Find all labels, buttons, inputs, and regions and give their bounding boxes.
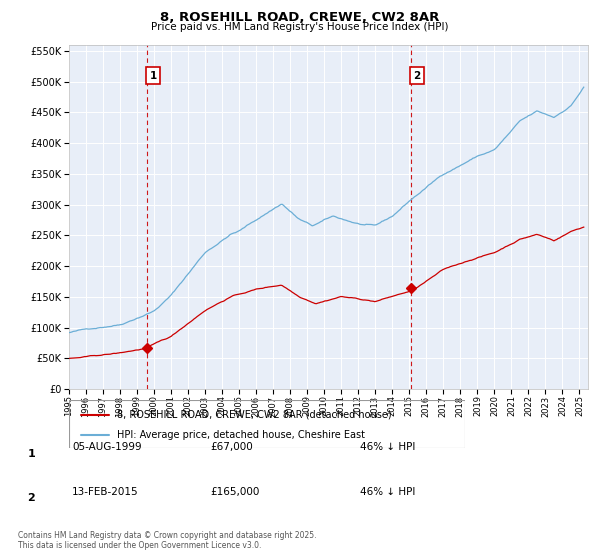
Text: Contains HM Land Registry data © Crown copyright and database right 2025.
This d: Contains HM Land Registry data © Crown c… [18,530,317,550]
Text: 8, ROSEHILL ROAD, CREWE, CW2 8AR: 8, ROSEHILL ROAD, CREWE, CW2 8AR [160,11,440,24]
Text: £67,000: £67,000 [210,442,253,452]
Text: 2: 2 [413,71,421,81]
Text: 05-AUG-1999: 05-AUG-1999 [72,442,142,452]
Text: 13-FEB-2015: 13-FEB-2015 [72,487,139,497]
Text: 8, ROSEHILL ROAD, CREWE, CW2 8AR (detached house): 8, ROSEHILL ROAD, CREWE, CW2 8AR (detach… [116,410,391,419]
Text: HPI: Average price, detached house, Cheshire East: HPI: Average price, detached house, Ches… [116,430,365,440]
Text: 1: 1 [149,71,157,81]
Text: 2: 2 [28,493,35,503]
Text: Price paid vs. HM Land Registry's House Price Index (HPI): Price paid vs. HM Land Registry's House … [151,22,449,32]
Text: 1: 1 [28,449,35,459]
Text: 46% ↓ HPI: 46% ↓ HPI [360,487,415,497]
Text: 46% ↓ HPI: 46% ↓ HPI [360,442,415,452]
Text: £165,000: £165,000 [210,487,259,497]
